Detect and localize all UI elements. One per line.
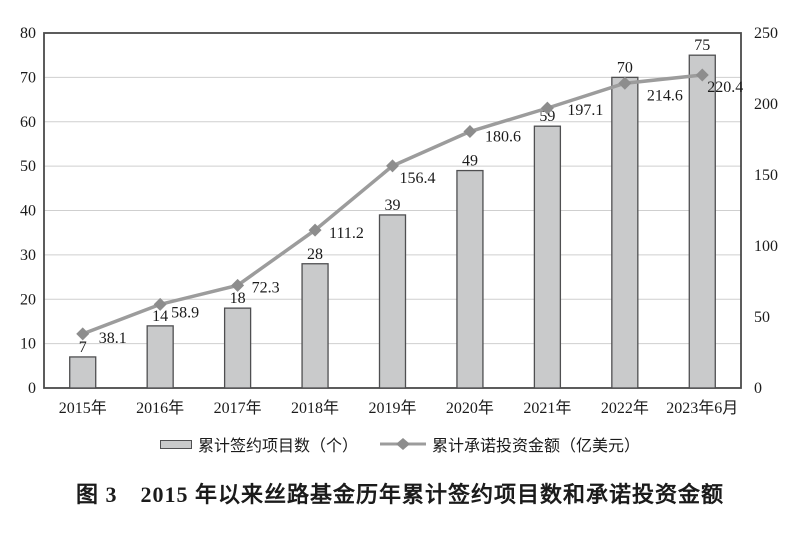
- svg-text:2021年: 2021年: [523, 399, 571, 417]
- svg-text:59: 59: [539, 108, 555, 125]
- svg-text:2016年: 2016年: [136, 399, 184, 417]
- svg-text:72.3: 72.3: [252, 279, 280, 296]
- svg-text:0: 0: [754, 380, 762, 397]
- chart-legend: 累计签约项目数（个） 累计承诺投资金额（亿美元）: [0, 432, 800, 456]
- svg-text:2022年: 2022年: [601, 399, 649, 417]
- svg-text:214.6: 214.6: [647, 87, 683, 104]
- svg-text:20: 20: [20, 291, 36, 308]
- legend-item-bars: 累计签约项目数（个）: [159, 432, 358, 456]
- svg-text:7: 7: [79, 339, 87, 356]
- chart-area: 7 14 18 28 39 49 59 70 75 38.1 58.9 72.3 111.2 156.4 1…: [20, 25, 778, 417]
- svg-text:0: 0: [28, 380, 36, 397]
- svg-text:111.2: 111.2: [329, 225, 364, 242]
- svg-text:39: 39: [385, 197, 401, 214]
- svg-text:28: 28: [307, 246, 323, 263]
- svg-text:2020年: 2020年: [446, 399, 494, 417]
- svg-text:70: 70: [617, 59, 633, 76]
- line-diamond-swatch-icon: [380, 437, 426, 451]
- svg-text:200: 200: [754, 96, 778, 113]
- svg-text:100: 100: [754, 238, 778, 255]
- svg-text:49: 49: [462, 153, 478, 170]
- svg-text:14: 14: [152, 308, 168, 325]
- svg-text:50: 50: [754, 309, 770, 326]
- combo-chart: 7 14 18 28 39 49 59 70 75 38.1 58.9 72.3 111.2 156.4 1…: [20, 25, 778, 417]
- svg-text:2018年: 2018年: [291, 399, 339, 417]
- svg-text:50: 50: [20, 158, 36, 175]
- svg-text:80: 80: [20, 25, 36, 42]
- svg-text:58.9: 58.9: [171, 304, 199, 321]
- svg-text:220.4: 220.4: [707, 79, 743, 96]
- svg-text:38.1: 38.1: [99, 330, 127, 347]
- svg-text:2017年: 2017年: [214, 399, 262, 417]
- svg-text:40: 40: [20, 203, 36, 220]
- svg-text:60: 60: [20, 114, 36, 131]
- svg-text:10: 10: [20, 336, 36, 353]
- svg-text:150: 150: [754, 167, 778, 184]
- svg-text:156.4: 156.4: [400, 170, 436, 187]
- svg-text:2019年: 2019年: [368, 399, 416, 417]
- svg-text:75: 75: [694, 37, 710, 54]
- svg-text:197.1: 197.1: [567, 102, 603, 119]
- figure-caption: 图 3 2015 年以来丝路基金历年累计签约项目数和承诺投资金额: [75, 482, 724, 507]
- svg-text:180.6: 180.6: [485, 129, 521, 146]
- svg-text:70: 70: [20, 69, 36, 86]
- legend-label-line: 累计承诺投资金额（亿美元）: [432, 438, 641, 455]
- svg-text:30: 30: [20, 247, 36, 264]
- legend-label-bars: 累计签约项目数（个）: [197, 438, 358, 455]
- svg-text:2023年6月: 2023年6月: [666, 399, 738, 417]
- svg-text:250: 250: [754, 25, 778, 42]
- bar-series-swatch-icon: [159, 439, 192, 449]
- svg-text:2015年: 2015年: [59, 399, 107, 417]
- svg-text:18: 18: [230, 290, 246, 307]
- legend-item-line: 累计承诺投资金额（亿美元）: [380, 432, 640, 456]
